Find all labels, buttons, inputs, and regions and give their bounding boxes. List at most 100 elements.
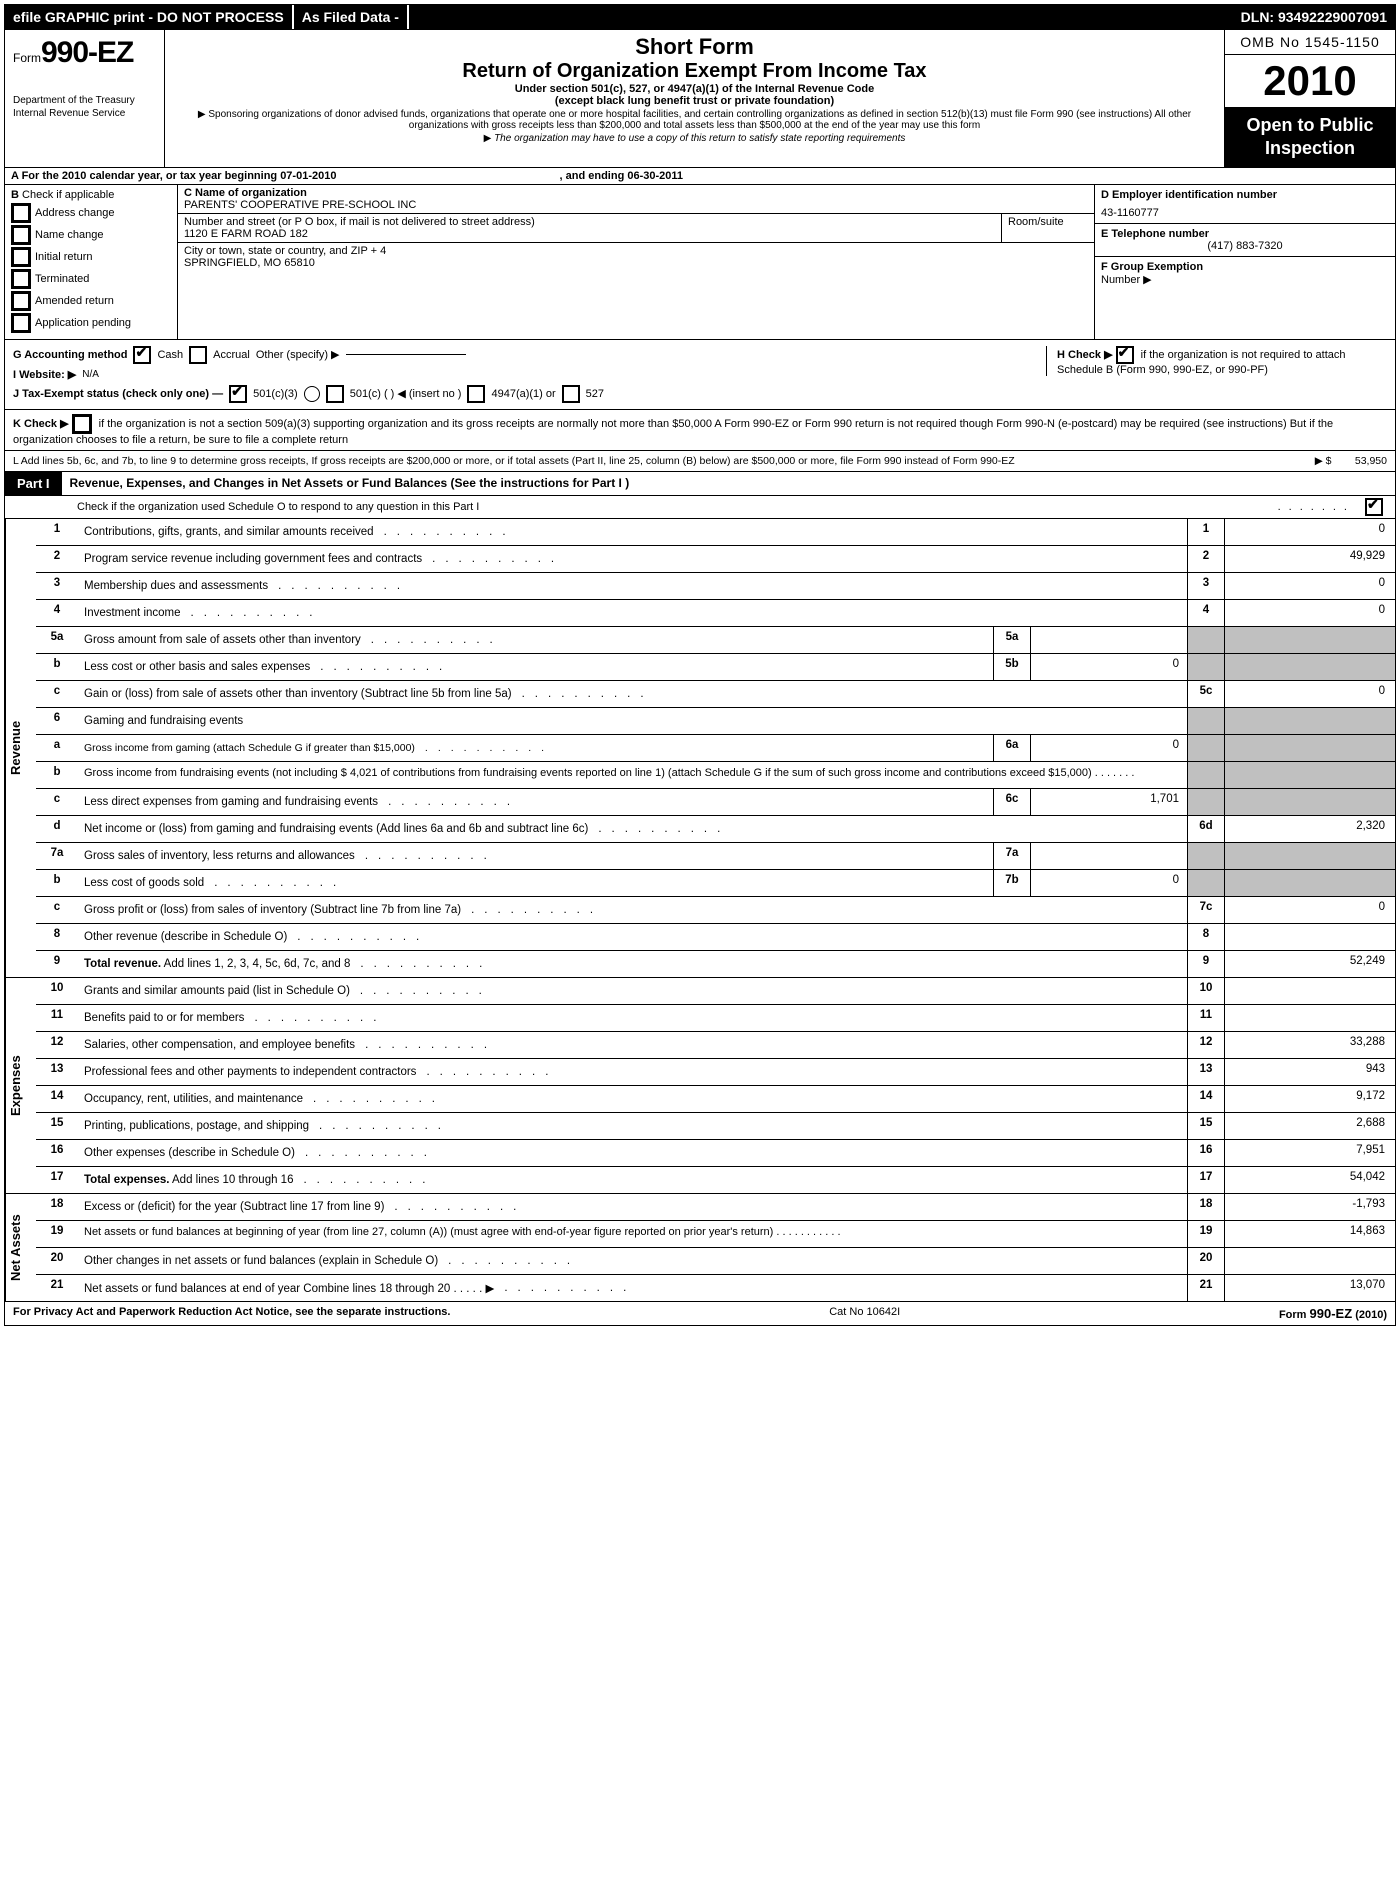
table-row: 20Other changes in net assets or fund ba… [36, 1248, 1395, 1275]
lbl-amended: Amended return [35, 295, 114, 307]
line-number: c [36, 681, 78, 707]
line-final-val: 33,288 [1225, 1032, 1395, 1058]
line-final-val: 52,249 [1225, 951, 1395, 977]
chk-app-pending[interactable] [11, 313, 31, 333]
sub-no: 7a [994, 843, 1031, 869]
line-final-val: 54,042 [1225, 1167, 1395, 1193]
chk-h-schedule-b[interactable] [1116, 346, 1134, 364]
line-final-no: 11 [1187, 1005, 1225, 1031]
table-row: 9Total revenue. Add lines 1, 2, 3, 4, 5c… [36, 951, 1395, 977]
line-desc: Gross income from fundraising events (no… [78, 762, 1187, 788]
city-label: City or town, state or country, and ZIP … [184, 245, 1088, 257]
k-label: K Check ▶ [13, 418, 69, 430]
table-row: 1Contributions, gifts, grants, and simil… [36, 519, 1395, 546]
table-row: 16Other expenses (describe in Schedule O… [36, 1140, 1395, 1167]
line-number: 1 [36, 519, 78, 545]
chk-schedule-o[interactable] [1365, 498, 1383, 516]
chk-4947[interactable] [467, 385, 485, 403]
chk-amended[interactable] [11, 291, 31, 311]
header-mid: Short Form Return of Organization Exempt… [165, 30, 1224, 167]
line-number: 15 [36, 1113, 78, 1139]
chk-initial-return[interactable] [11, 247, 31, 267]
sub-val: 0 [1031, 735, 1187, 761]
line-desc: Printing, publications, postage, and shi… [78, 1113, 1187, 1139]
omb-number: OMB No 1545-1150 [1225, 30, 1395, 55]
line-desc: Less direct expenses from gaming and fun… [78, 789, 993, 815]
shade-cell [1225, 627, 1395, 653]
sub-no: 5a [994, 627, 1031, 653]
line-number: 17 [36, 1167, 78, 1193]
line-final-no: 13 [1187, 1059, 1225, 1085]
form-number: 990-EZ [41, 36, 133, 70]
d-label: D Employer identification number [1101, 189, 1389, 201]
chk-cash[interactable] [133, 346, 151, 364]
lbl-other-specify: Other (specify) ▶ [256, 348, 340, 361]
dots: .......... [422, 553, 1181, 565]
form-subtitle-2: (except black lung benefit trust or priv… [173, 95, 1216, 107]
lbl-address-change: Address change [35, 207, 115, 219]
shade-cell [1187, 735, 1225, 761]
col-b-heading: B [11, 189, 19, 201]
chk-accrual[interactable] [189, 346, 207, 364]
line-number: 3 [36, 573, 78, 599]
dots: .......... [268, 580, 1181, 592]
line-final-val: 0 [1225, 681, 1395, 707]
dots: .......... [309, 1120, 1181, 1132]
section-label: Expenses [5, 978, 36, 1193]
line-desc: Gaming and fundraising events [78, 708, 1187, 734]
shade-cell [1187, 762, 1225, 788]
f-label: F Group Exemption [1101, 261, 1203, 273]
shade-cell [1225, 762, 1395, 788]
line-desc: Benefits paid to or for members.........… [78, 1005, 1187, 1031]
line-number: 13 [36, 1059, 78, 1085]
dots: .......... [293, 1174, 1181, 1186]
other-specify-input[interactable] [346, 354, 466, 355]
table-row: 21Net assets or fund balances at end of … [36, 1275, 1395, 1301]
table-row: 11Benefits paid to or for members.......… [36, 1005, 1395, 1032]
chk-terminated[interactable] [11, 269, 31, 289]
shade-cell [1187, 654, 1225, 680]
lbl-app-pending: Application pending [35, 317, 131, 329]
shade-cell [1187, 870, 1225, 896]
dots: .......... [244, 1012, 1181, 1024]
chk-address-change[interactable] [11, 203, 31, 223]
dots: .......... [361, 634, 987, 646]
line-number: b [36, 654, 78, 680]
chk-501c3[interactable] [229, 385, 247, 403]
sub-val: 0 [1031, 654, 1187, 680]
form-header: Form990-EZ Department of the Treasury In… [4, 30, 1396, 168]
shade-cell [1225, 843, 1395, 869]
chk-501c[interactable] [326, 385, 344, 403]
shade-cell [1187, 843, 1225, 869]
chk-name-change[interactable] [11, 225, 31, 245]
dots: .......... [416, 1066, 1181, 1078]
col-c: C Name of organization PARENTS' COOPERAT… [178, 185, 1094, 339]
footer-form-prefix: Form [1279, 1309, 1310, 1321]
table-row: 8Other revenue (describe in Schedule O).… [36, 924, 1395, 951]
line-number: 11 [36, 1005, 78, 1031]
part1-title: Revenue, Expenses, and Changes in Net As… [62, 472, 1395, 494]
l-text: L Add lines 5b, 6c, and 7b, to line 9 to… [13, 455, 1015, 467]
line-desc: Occupancy, rent, utilities, and maintena… [78, 1086, 1187, 1112]
dept-treasury: Department of the Treasury [13, 94, 156, 107]
table-row: 15Printing, publications, postage, and s… [36, 1113, 1395, 1140]
shade-cell [1225, 735, 1395, 761]
header-left: Form990-EZ Department of the Treasury In… [5, 30, 165, 167]
footer-left: For Privacy Act and Paperwork Reduction … [13, 1306, 450, 1321]
line-number: a [36, 735, 78, 761]
line-final-no: 5c [1187, 681, 1225, 707]
l-note: L Add lines 5b, 6c, and 7b, to line 9 to… [4, 451, 1396, 472]
line-number: c [36, 789, 78, 815]
l-amount-label: ▶ $ [1315, 455, 1332, 467]
line-number: 9 [36, 951, 78, 977]
line-desc: Net assets or fund balances at end of ye… [78, 1275, 1187, 1301]
chk-527[interactable] [562, 385, 580, 403]
line-number: 8 [36, 924, 78, 950]
line-desc: Net income or (loss) from gaming and fun… [78, 816, 1187, 842]
lbl-initial-return: Initial return [35, 251, 92, 263]
table-row: 18Excess or (deficit) for the year (Subt… [36, 1194, 1395, 1221]
sub-val [1031, 843, 1187, 869]
line-number: 14 [36, 1086, 78, 1112]
line-desc: Less cost of goods sold.......... [78, 870, 993, 896]
chk-k[interactable] [72, 414, 92, 434]
